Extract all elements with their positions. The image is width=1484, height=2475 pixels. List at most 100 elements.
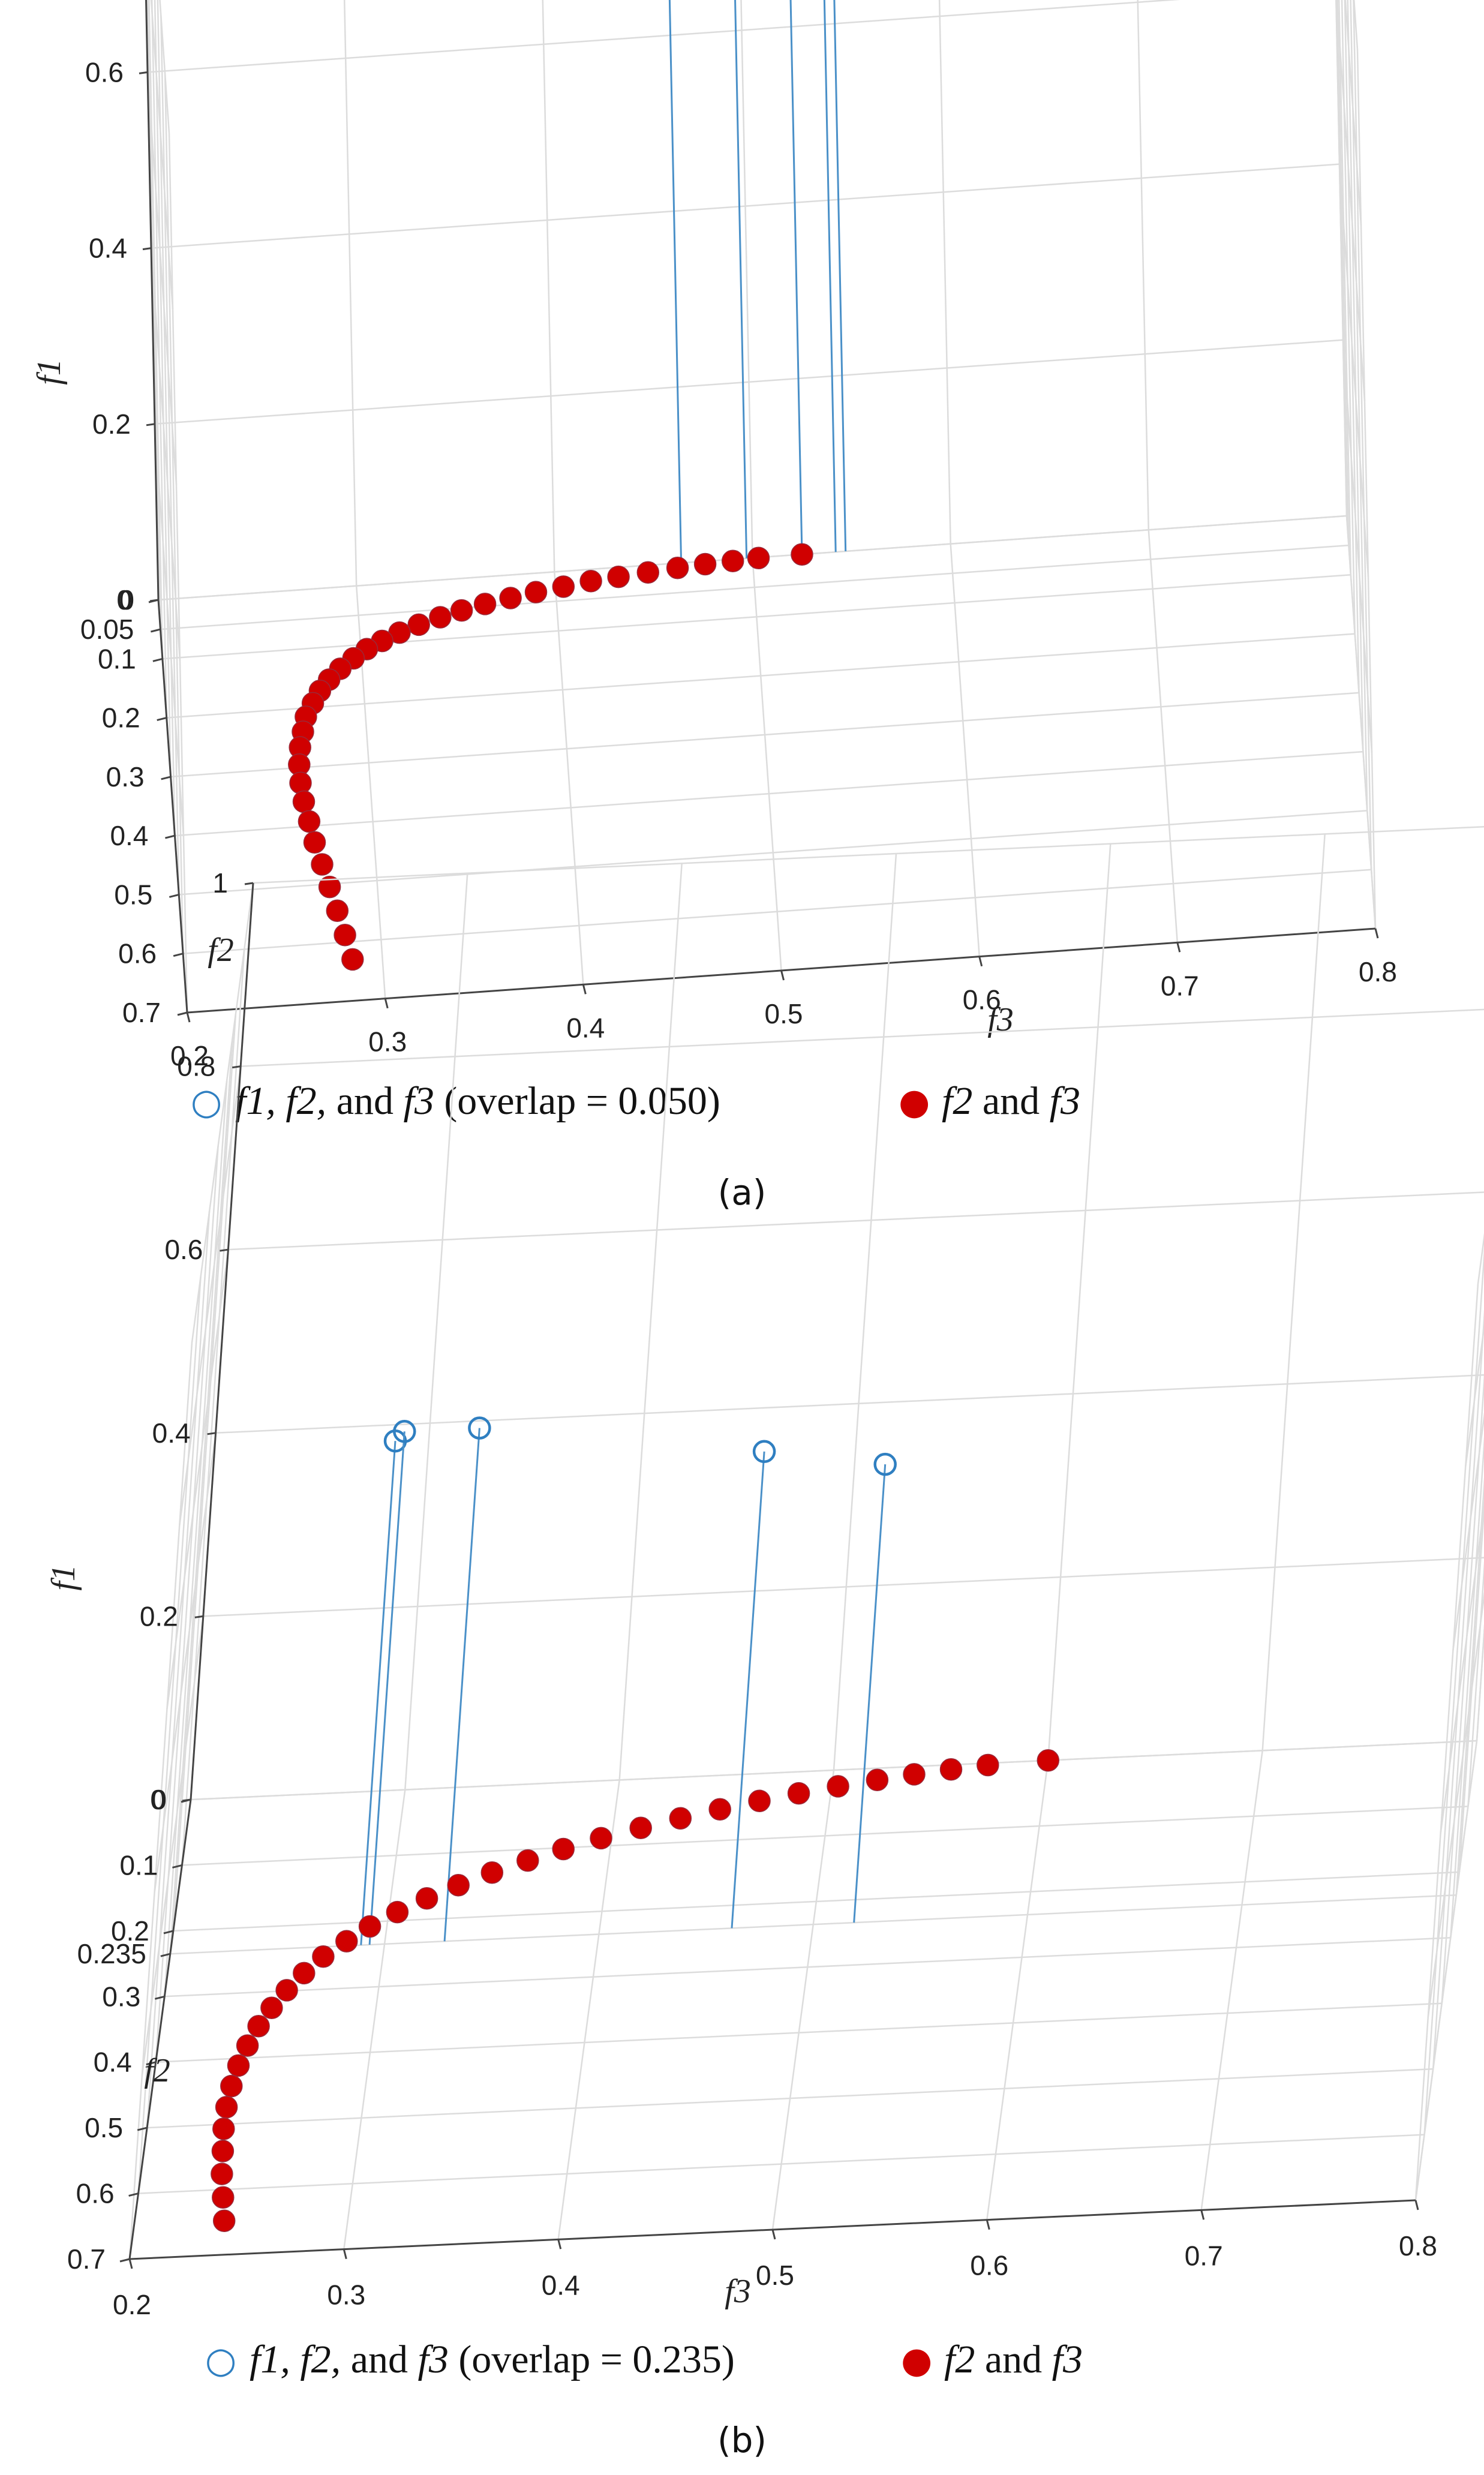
f1-tick-mark <box>194 1615 204 1618</box>
f3-tick-mark <box>986 2219 990 2230</box>
side-wall-gridline <box>1353 0 1372 870</box>
data-point-f2-f3 <box>334 924 356 947</box>
f1-tick-label: 0 <box>150 1784 166 1815</box>
legend-marker-open-circle: ○ <box>191 1081 222 1123</box>
side-wall-gridline <box>1356 49 1377 929</box>
f3-tick-label: 0.3 <box>327 2279 365 2311</box>
f2-tick-mark <box>173 953 184 957</box>
side-wall-gridline <box>1464 1322 1484 1467</box>
f2-tick-label: 0.2 <box>102 702 140 734</box>
data-point-f2-f3 <box>450 599 473 622</box>
left-wall-gridline <box>157 0 176 836</box>
side-wall-gridline <box>1344 0 1362 226</box>
data-point-f2-f3 <box>292 790 316 813</box>
back-wall-gridline <box>241 1008 1484 1067</box>
f2-tick-mark <box>172 1864 182 1869</box>
left-wall-gridline <box>168 133 188 1013</box>
f3-tick-label: 0.2 <box>170 1040 209 1071</box>
f2-tick-label: 0.7 <box>122 997 161 1028</box>
legend-entry-series-1: f1, f2, and f3 (overlap = 0.050) <box>235 1079 720 1123</box>
back-wall-gridline <box>833 853 897 1771</box>
stem-line <box>823 0 837 552</box>
stem-line <box>789 0 803 555</box>
data-point-f2-f3 <box>524 581 548 603</box>
f3-tick-mark <box>1176 942 1181 953</box>
floor-gridline <box>752 557 782 971</box>
legend-marker-open-circle: ○ <box>205 2339 236 2381</box>
data-point-f2-f3 <box>939 1758 963 1781</box>
f2-tick-label: 0 <box>151 1784 167 1815</box>
f1-tick-label: 0.4 <box>89 233 127 264</box>
legend-b: ○ f1, f2, and f3 (overlap = 0.235) ● f2 … <box>205 2338 1083 2381</box>
data-point-f2-f3 <box>312 1945 335 1968</box>
back-wall-gridline <box>740 0 753 558</box>
data-point-f2-f3 <box>318 875 341 899</box>
floor-gridline <box>175 750 1363 837</box>
data-point-f2-f3 <box>227 2054 250 2077</box>
data-point-f2-f3 <box>415 1887 438 1910</box>
f3-tick-mark <box>582 984 587 995</box>
f3-tick-mark <box>557 2239 562 2249</box>
data-point-f2-f3 <box>721 549 744 573</box>
f3-tick-label: 0.4 <box>542 2269 580 2300</box>
f3-tick-mark <box>343 2249 347 2260</box>
data-point-f2-f3 <box>903 1763 926 1786</box>
data-point-f2-f3 <box>693 552 717 576</box>
floor-gridline <box>554 572 584 985</box>
f2-tick-label: 0.3 <box>102 1981 140 2012</box>
back-wall-gridline <box>1047 843 1112 1761</box>
floor-gridline <box>173 1871 1459 1932</box>
f1-tick-mark <box>139 71 148 74</box>
data-point-f2-f3 <box>211 2140 235 2162</box>
f2-tick-label: 0.1 <box>98 643 136 674</box>
data-point-f2-f3 <box>215 2096 238 2119</box>
data-point-f2-f3 <box>866 1768 889 1792</box>
side-wall-gridline <box>1414 1283 1479 2201</box>
floor-gridline <box>557 1780 620 2240</box>
data-point-f2-f3 <box>236 2034 259 2057</box>
f2-tick-mark <box>160 1953 171 1957</box>
f1-tick-mark <box>244 882 254 885</box>
left-wall-gridline <box>164 74 184 954</box>
data-point-f2-f3 <box>607 565 630 588</box>
f3-tick-label: 0.6 <box>970 2250 1008 2281</box>
f2-tick-label: 0.235 <box>77 1938 146 1969</box>
data-point-f2-f3 <box>293 1962 316 1985</box>
data-point-f2-f3 <box>386 1900 409 1924</box>
f2-axis-line <box>128 1799 192 2260</box>
data-point-f2-f3 <box>429 606 452 629</box>
f2-tick-label: 0.7 <box>67 2243 106 2275</box>
f2-tick-mark <box>151 628 161 633</box>
f3-tick-label: 0.6 <box>963 984 1001 1016</box>
back-wall-gridline <box>215 1374 1484 1434</box>
data-point-f2-f3 <box>341 948 364 971</box>
points-a <box>288 543 813 971</box>
data-point-f2-f3 <box>473 593 497 615</box>
legend-marker-filled-circle: ● <box>901 2339 932 2381</box>
floor-gridline <box>1147 530 1179 943</box>
legend-a: ○ f1, f2, and f3 (overlap = 0.050) ● f2 … <box>191 1079 1080 1123</box>
x-axis-label: f3 <box>987 1001 1014 1038</box>
legend-entry-series-2: f2 and f3 <box>944 2338 1083 2381</box>
data-point-f2-f3 <box>220 2074 243 2098</box>
back-wall-gridline <box>618 863 683 1780</box>
data-point-f1-f2-f3 <box>752 1440 776 1464</box>
f2-axis-line <box>157 599 188 1013</box>
floor-gridline <box>166 633 1355 719</box>
data-point-f2-f3 <box>311 853 334 876</box>
side-wall-gridline <box>1338 164 1369 577</box>
back-wall-gridline <box>542 0 555 572</box>
legend-entry-series-2: f2 and f3 <box>942 1079 1080 1123</box>
data-point-f2-f3 <box>748 1789 771 1813</box>
side-wall-gridline <box>1338 0 1352 575</box>
left-wall-gridline <box>128 1342 193 2260</box>
grid-b <box>128 825 1484 2260</box>
side-wall-gridline <box>1467 1561 1484 1807</box>
floor-gridline <box>138 2134 1425 2194</box>
tick-labels-a: 00.20.40.60.8100.050.10.20.30.40.50.60.7… <box>80 56 1397 1071</box>
axes-b <box>119 882 1419 2269</box>
back-wall-gridline <box>154 339 1344 425</box>
back-wall-gridline <box>404 873 468 1790</box>
side-wall-gridline <box>1336 0 1366 401</box>
f2-tick-mark <box>161 776 171 780</box>
